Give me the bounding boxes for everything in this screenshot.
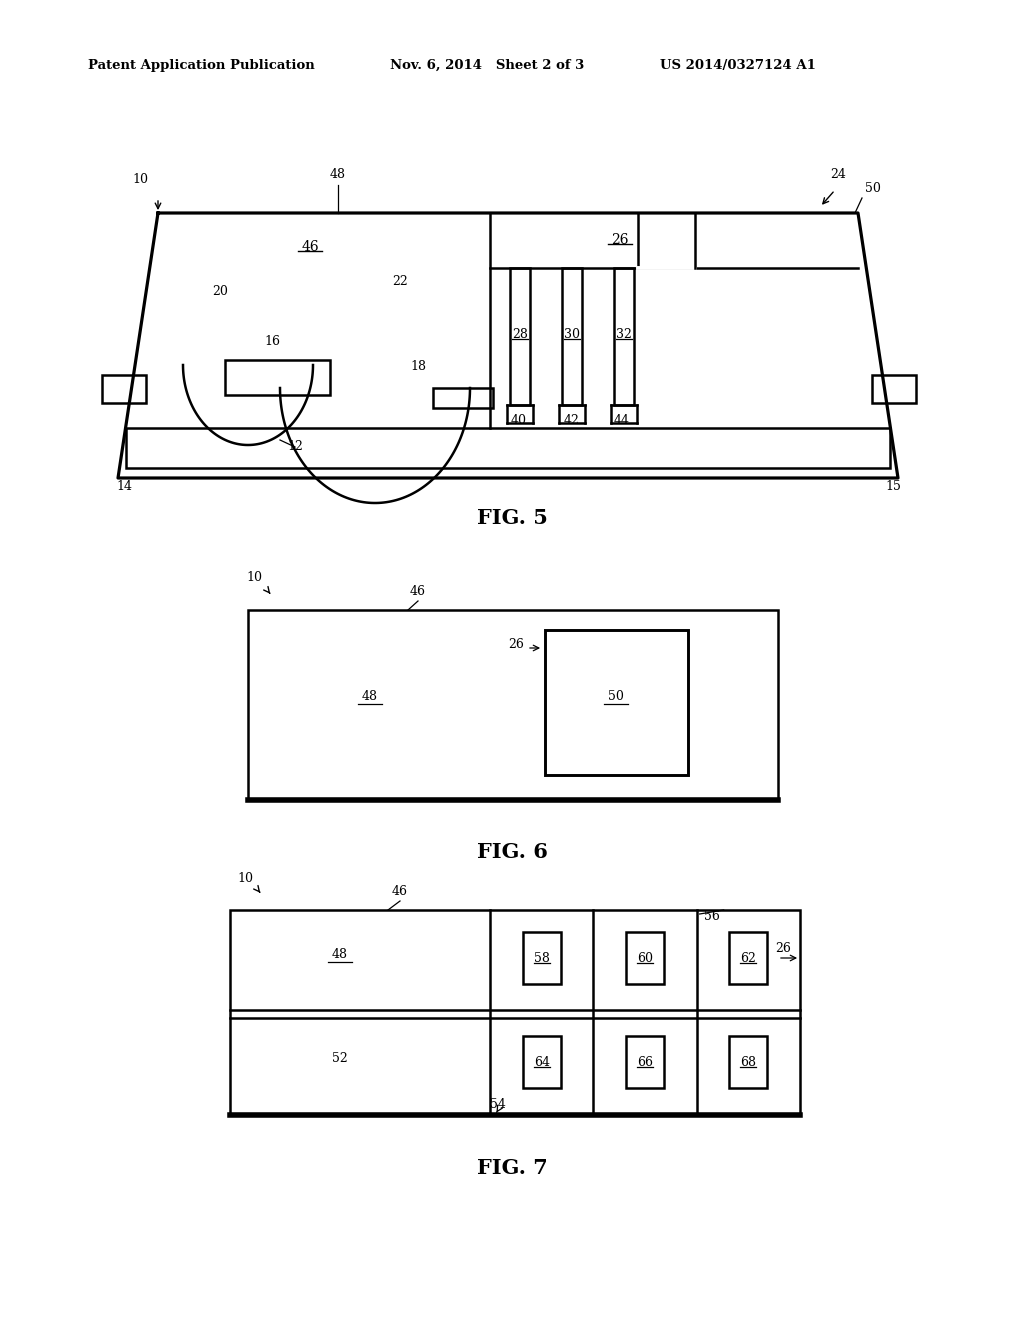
Text: 14: 14 xyxy=(116,480,132,492)
Text: 30: 30 xyxy=(564,329,580,342)
Text: 22: 22 xyxy=(392,275,408,288)
Text: 10: 10 xyxy=(246,572,262,583)
Bar xyxy=(126,428,890,469)
Text: 40: 40 xyxy=(511,413,527,426)
Bar xyxy=(225,360,330,395)
Text: 26: 26 xyxy=(775,942,791,954)
Text: 54: 54 xyxy=(490,1098,506,1111)
Text: FIG. 7: FIG. 7 xyxy=(476,1158,548,1177)
Text: 24: 24 xyxy=(830,168,846,181)
Text: 10: 10 xyxy=(132,173,148,186)
Text: 56: 56 xyxy=(703,909,720,923)
Bar xyxy=(102,375,146,403)
Text: 68: 68 xyxy=(740,1056,757,1068)
Bar xyxy=(522,1036,561,1088)
Bar xyxy=(562,268,582,405)
Text: 32: 32 xyxy=(616,329,632,342)
Bar xyxy=(510,268,530,405)
Text: 48: 48 xyxy=(332,948,348,961)
Text: 50: 50 xyxy=(608,690,624,704)
Text: 20: 20 xyxy=(212,285,228,298)
Text: 66: 66 xyxy=(637,1056,653,1068)
Text: 64: 64 xyxy=(534,1056,550,1068)
Text: 62: 62 xyxy=(740,952,757,965)
Bar xyxy=(230,909,800,1115)
Bar xyxy=(872,375,916,403)
Text: 52: 52 xyxy=(332,1052,348,1065)
Bar xyxy=(614,268,634,405)
Text: 48: 48 xyxy=(362,690,378,704)
Bar xyxy=(626,1036,664,1088)
Text: 26: 26 xyxy=(508,638,524,651)
Text: 60: 60 xyxy=(637,952,653,965)
Text: 46: 46 xyxy=(301,240,318,253)
Text: Patent Application Publication: Patent Application Publication xyxy=(88,58,314,71)
Text: FIG. 6: FIG. 6 xyxy=(476,842,548,862)
Text: 26: 26 xyxy=(611,234,629,247)
Text: 48: 48 xyxy=(330,168,346,181)
Text: 58: 58 xyxy=(534,952,550,965)
Bar xyxy=(248,610,778,800)
Text: 18: 18 xyxy=(410,360,426,374)
Text: 16: 16 xyxy=(264,335,280,348)
Text: 44: 44 xyxy=(614,413,630,426)
Text: 28: 28 xyxy=(512,329,528,342)
Bar xyxy=(522,932,561,983)
Text: Nov. 6, 2014   Sheet 2 of 3: Nov. 6, 2014 Sheet 2 of 3 xyxy=(390,58,585,71)
Text: 15: 15 xyxy=(885,480,901,492)
Text: US 2014/0327124 A1: US 2014/0327124 A1 xyxy=(660,58,816,71)
Text: FIG. 5: FIG. 5 xyxy=(476,508,548,528)
Text: 46: 46 xyxy=(410,585,426,598)
Text: 42: 42 xyxy=(564,413,580,426)
Text: 10: 10 xyxy=(237,873,253,884)
Text: 46: 46 xyxy=(392,884,408,898)
Text: 50: 50 xyxy=(865,182,881,195)
Bar xyxy=(729,1036,767,1088)
Text: 12: 12 xyxy=(287,440,303,453)
Bar xyxy=(433,388,493,408)
Bar xyxy=(729,932,767,983)
Bar xyxy=(626,932,664,983)
Bar xyxy=(545,630,688,775)
